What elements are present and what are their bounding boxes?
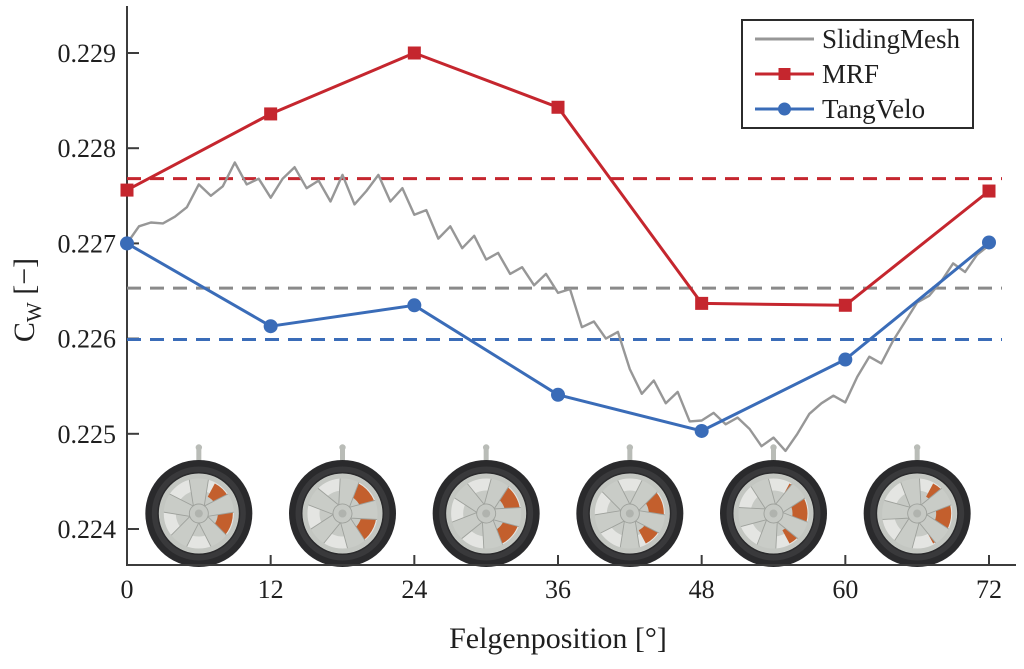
legend-label: MRF — [822, 59, 879, 89]
tangvelo-marker — [407, 298, 422, 313]
x-tick-label: 24 — [401, 575, 427, 604]
mrf-marker — [407, 46, 421, 60]
valve-cap — [626, 444, 634, 451]
mrf-marker — [264, 107, 278, 121]
x-tick-label: 72 — [976, 575, 1002, 604]
legend-square-marker — [778, 68, 791, 80]
legend: SlidingMesh MRF TangVelo — [741, 19, 974, 129]
hub-cap — [625, 509, 634, 518]
rim-outer-ring — [590, 473, 670, 554]
y-tick-label: 0.228 — [58, 134, 117, 163]
mrf-marker — [551, 100, 565, 114]
valve-cap — [770, 444, 777, 451]
x-tick-label: 60 — [832, 575, 858, 604]
y-tick-label: 0.225 — [58, 420, 117, 449]
wheel-illustration-3 — [432, 444, 540, 567]
rim-outer-ring — [159, 473, 239, 554]
tangvelo-marker — [982, 235, 996, 250]
y-tick-label: 0.224 — [58, 515, 117, 544]
legend-entry-tangvelo: TangVelo — [755, 94, 925, 124]
mrf-marker — [982, 184, 996, 198]
axes: 0 12 24 36 48 60 72 0.224 0.225 0.226 0.227 0.228 0.… — [8, 6, 1016, 655]
y-tick-label: 0.227 — [58, 229, 117, 258]
legend-label: SlidingMesh — [822, 24, 961, 54]
mrf-marker — [120, 183, 134, 197]
valve-cap — [195, 444, 203, 451]
wheel-illustration-2 — [289, 444, 396, 567]
valve-cap — [913, 444, 921, 451]
valve-stem — [340, 447, 345, 462]
series-mrf — [120, 46, 996, 312]
rim-outer-ring — [302, 473, 383, 554]
x-tick-label: 0 — [121, 575, 134, 604]
x-tick-label: 48 — [689, 575, 715, 604]
tangvelo-marker — [120, 236, 134, 251]
x-tick-label: 36 — [545, 575, 571, 604]
y-axis-label: CW [−] — [8, 258, 46, 342]
mrf-marker — [838, 298, 852, 312]
hub-cap — [769, 509, 778, 518]
series-tangvelo-line — [126, 241, 990, 433]
hub-cap — [913, 509, 922, 518]
series-tangvelo — [120, 235, 996, 438]
wheel-illustration-4 — [576, 444, 684, 567]
y-tick-label: 0.226 — [58, 325, 117, 354]
legend-entry-mrf: MRF — [755, 59, 879, 89]
valve-stem — [483, 447, 489, 462]
rim-outer-ring — [733, 473, 814, 554]
x-axis-label: Felgenposition [°] — [449, 622, 667, 655]
tangvelo-marker — [694, 423, 709, 438]
tangvelo-marker — [263, 319, 278, 334]
rim-outer-ring — [877, 473, 957, 554]
tangvelo-marker — [838, 352, 853, 367]
mrf-marker — [695, 296, 709, 310]
wheel-illustration-6 — [863, 444, 971, 567]
valve-stem — [771, 447, 776, 462]
x-tick-label: 12 — [258, 575, 284, 604]
rim-outer-ring — [446, 473, 526, 554]
wheel-illustration-1 — [145, 444, 253, 567]
wheel-illustrations — [145, 444, 971, 567]
valve-cap — [339, 444, 346, 451]
valve-stem — [914, 447, 920, 462]
valve-cap — [482, 444, 490, 451]
valve-stem — [196, 447, 202, 462]
hub-cap — [482, 509, 491, 518]
valve-stem — [627, 447, 633, 462]
legend-label: TangVelo — [822, 94, 925, 124]
wheel-illustration-5 — [720, 444, 827, 567]
legend-entry-slidingmesh: SlidingMesh — [755, 24, 961, 54]
y-tick-label: 0.229 — [58, 39, 117, 68]
hub-cap — [194, 509, 203, 518]
series-slidingmesh-line — [126, 161, 990, 453]
legend-circle-marker — [778, 102, 791, 116]
tangvelo-marker — [551, 387, 565, 402]
hub-cap — [338, 509, 347, 518]
